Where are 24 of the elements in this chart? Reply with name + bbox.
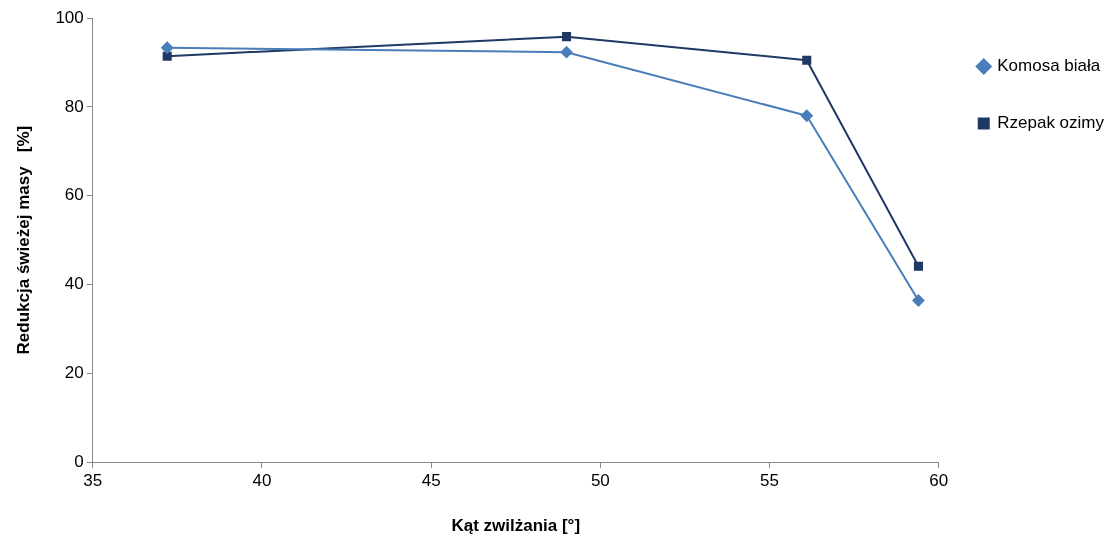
x-tick-label: 50 [590, 471, 610, 491]
x-tick-label: 45 [421, 471, 441, 491]
x-axis-title: Kąt zwilżania [°] [451, 516, 581, 536]
y-tick-label: 80 [64, 96, 84, 116]
legend-label: Komosa biała [997, 56, 1101, 76]
x-tick-label: 40 [252, 471, 272, 491]
y-axis-title: Redukcja świeżej masy [%] [13, 125, 33, 355]
point [162, 51, 172, 61]
y-tick-label: 20 [64, 363, 84, 383]
y-tick-label: 60 [64, 185, 84, 205]
point [802, 55, 812, 65]
point [560, 46, 573, 59]
x-tick-label: 55 [760, 471, 780, 491]
point [913, 261, 923, 271]
x-tick-label: 60 [929, 471, 949, 491]
y-tick-label: 0 [74, 451, 84, 471]
y-tick-label: 40 [64, 274, 84, 294]
legend-label: Rzepak ozimy [997, 113, 1105, 133]
y-tick-label: 100 [55, 7, 84, 27]
point [800, 109, 813, 122]
point [912, 294, 925, 307]
x-tick-label: 35 [83, 471, 103, 491]
point [561, 32, 572, 42]
point [161, 41, 174, 54]
